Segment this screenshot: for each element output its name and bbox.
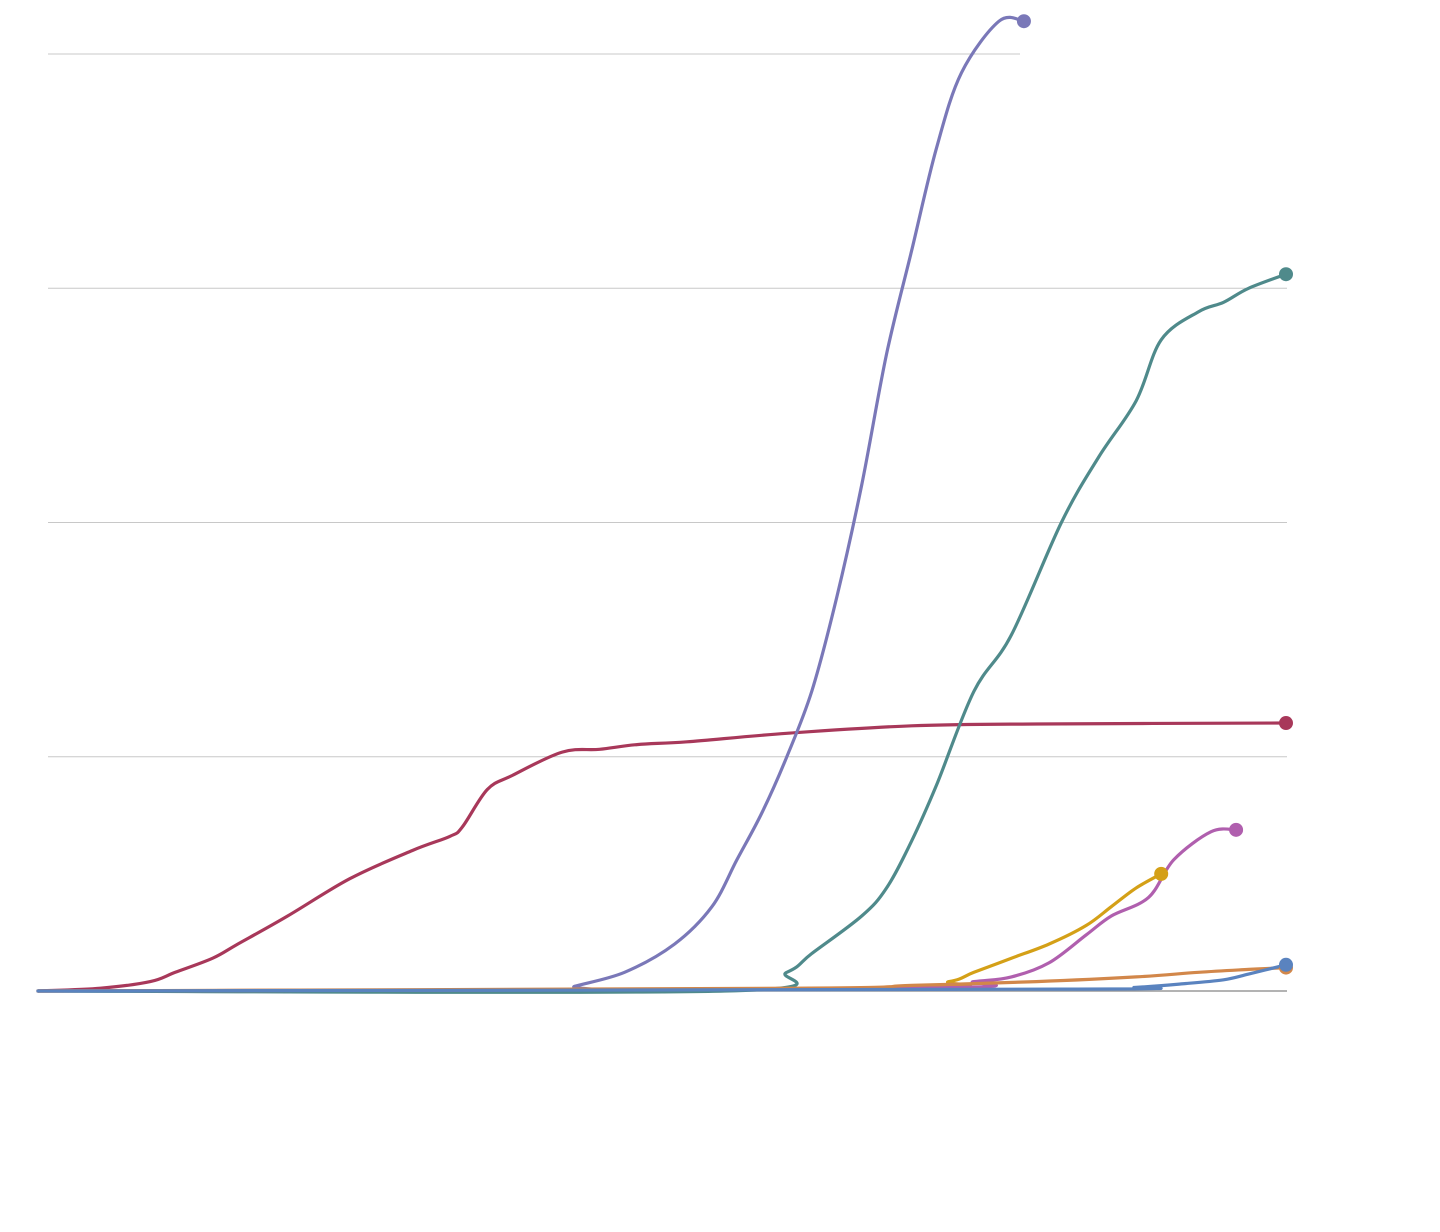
end-markers	[1016, 14, 1293, 975]
series-line-1	[36, 721, 1288, 993]
series-end-marker-3	[1279, 267, 1293, 282]
series-line-4	[36, 872, 1163, 993]
series-line-2	[36, 15, 1026, 993]
gridlines	[38, 53, 1287, 992]
series-line-3	[36, 272, 1288, 994]
series-end-marker-2	[1016, 14, 1031, 29]
series-end-marker-7	[1279, 957, 1293, 972]
series-end-marker-4	[1154, 866, 1169, 881]
series-line-7	[36, 963, 1288, 993]
series-lines	[36, 15, 1288, 994]
series-end-marker-1	[1279, 716, 1293, 731]
series-end-marker-5	[1229, 822, 1244, 837]
